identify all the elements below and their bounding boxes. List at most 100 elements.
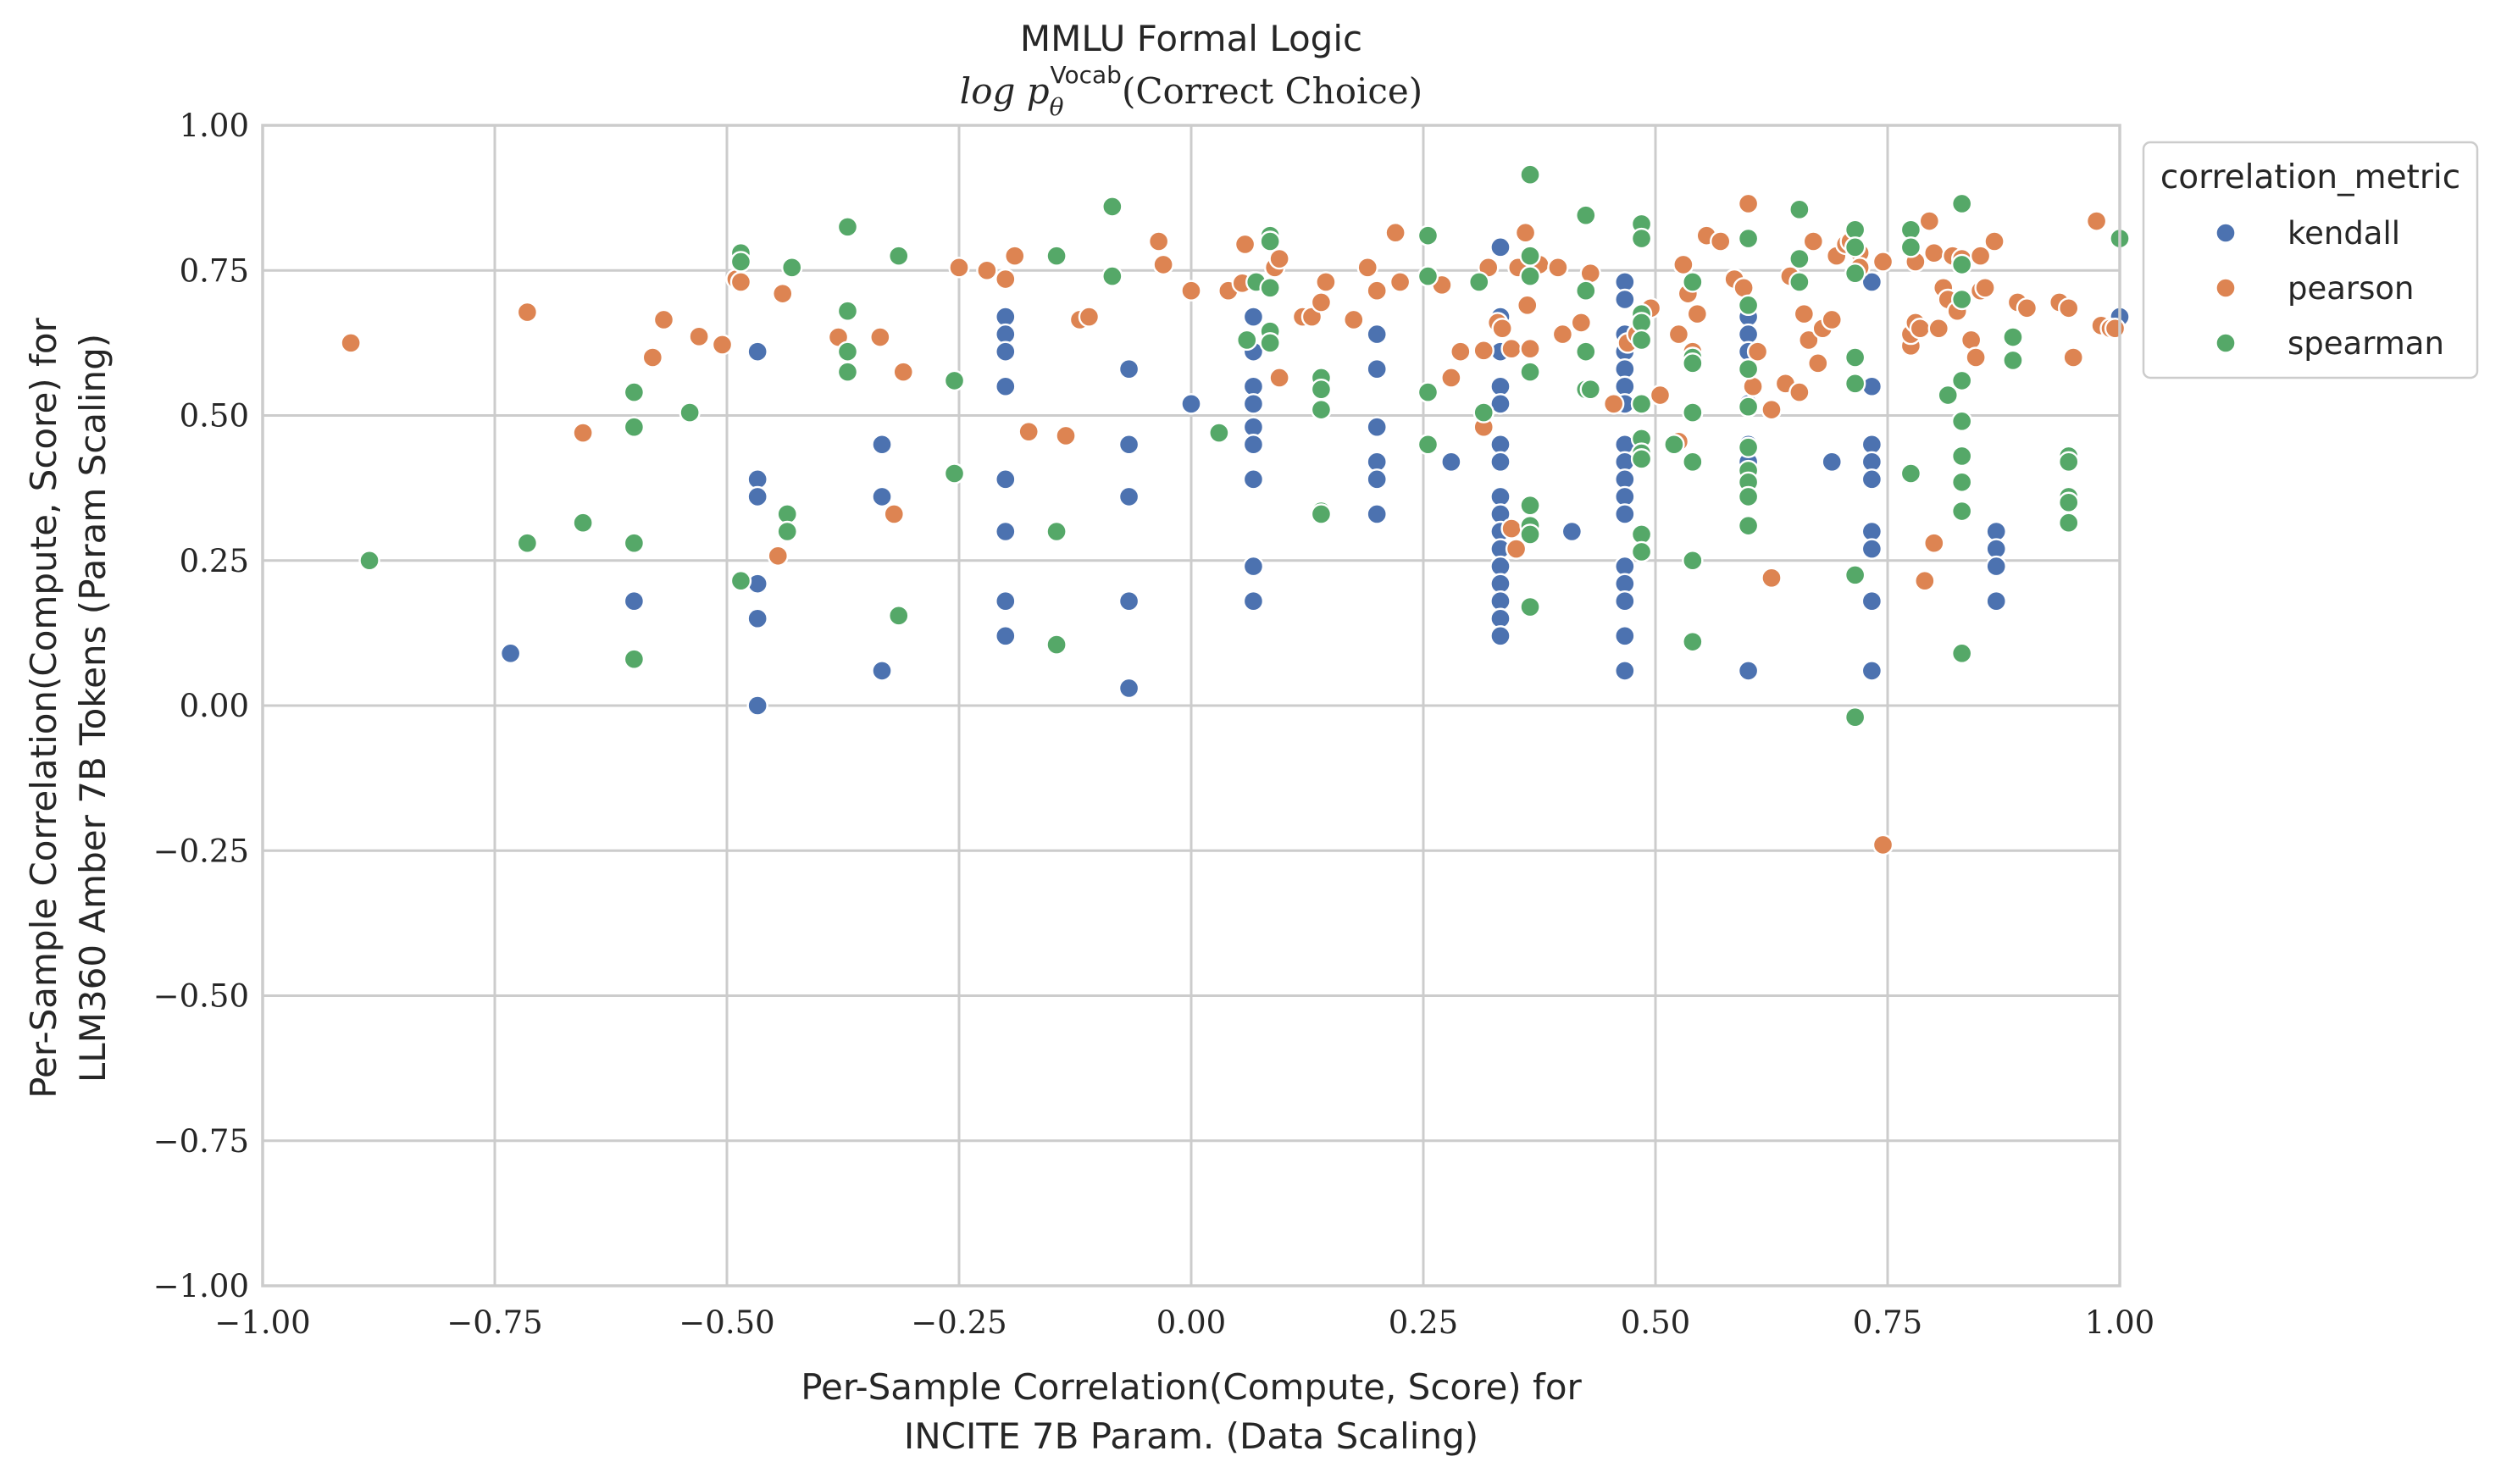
kendall-point: [1985, 590, 2007, 612]
pearson-point: [1491, 318, 1513, 340]
chart-title: MMLU Formal Logic: [1020, 18, 1362, 59]
spearman-point: [1045, 520, 1068, 543]
kendall-point: [1737, 660, 1760, 682]
pearson-point: [1389, 271, 1411, 293]
spearman-point: [679, 401, 701, 424]
pearson-point: [1649, 384, 1672, 407]
pearson-point: [1733, 277, 1755, 299]
pearson-point: [1147, 230, 1170, 252]
pearson-point: [1602, 393, 1625, 415]
kendall-point: [1860, 538, 1883, 560]
kendall-point: [1614, 660, 1636, 682]
kendall-point: [1117, 677, 1140, 700]
spearman-point: [836, 361, 859, 383]
pearson-point: [1788, 381, 1811, 403]
spearman-point: [1682, 451, 1704, 473]
kendall-point: [1366, 323, 1388, 346]
spearman-point: [836, 300, 859, 322]
spearman-point: [1519, 595, 1541, 618]
pearson-point: [1672, 253, 1694, 276]
series-pearson: [340, 192, 2127, 856]
spearman-point: [1682, 271, 1704, 293]
pearson-point: [729, 271, 752, 293]
pearson-point: [1821, 308, 1843, 331]
spearman-point: [1472, 401, 1494, 424]
kendall-point: [1242, 590, 1265, 612]
spearman-point: [729, 251, 752, 273]
y-axis-label-line2: LLM360 Amber 7B Tokens (Param Scaling): [72, 334, 114, 1083]
pearson-point: [711, 334, 734, 356]
pearson-point: [572, 422, 594, 444]
pearson-point: [767, 545, 789, 567]
spearman-point: [729, 570, 752, 592]
kendall-point: [1614, 288, 1636, 311]
spearman-point: [1259, 230, 1281, 252]
y-tick-label: 0.00: [180, 688, 249, 724]
kendall-point: [871, 660, 893, 682]
spearman-point: [623, 648, 646, 670]
legend-label-kendall: kendall: [2288, 215, 2400, 252]
pearson-point: [869, 326, 891, 348]
pearson-point: [2062, 346, 2084, 368]
kendall-point: [623, 590, 646, 612]
spearman-point: [888, 245, 910, 267]
x-axis-label-line1: Per-Sample Correlation(Compute, Score) f…: [801, 1366, 1582, 1408]
pearson-point: [1761, 398, 1783, 421]
pearson-point: [1802, 230, 1825, 252]
spearman-point: [1575, 341, 1597, 363]
x-tick-label: −0.75: [446, 1304, 542, 1341]
pearson-point: [1923, 532, 1945, 554]
spearman-point: [1950, 410, 1973, 433]
spearman-point: [1737, 396, 1760, 418]
kendall-point: [1860, 660, 1883, 682]
spearman-point: [1417, 224, 1439, 246]
kendall-point: [1985, 555, 2007, 578]
pearson-point: [1551, 323, 1574, 346]
pearson-point: [516, 301, 539, 324]
pearson-point: [1793, 302, 1816, 325]
pearson-point: [1517, 294, 1539, 317]
pearson-point: [1983, 230, 2005, 252]
pearson-point: [1686, 302, 1709, 325]
spearman-point: [1208, 422, 1230, 444]
spearman-point: [776, 520, 798, 543]
spearman-point: [1519, 361, 1541, 383]
kendall-point: [499, 642, 522, 665]
spearman-point: [1899, 236, 1922, 258]
pearson-point: [641, 346, 664, 368]
spearman-point: [2058, 512, 2080, 534]
pearson-point: [892, 361, 914, 383]
spearman-point: [1844, 373, 1866, 395]
spearman-point: [1737, 514, 1760, 537]
spearman-point: [1519, 245, 1541, 267]
spearman-point: [1310, 378, 1333, 401]
spearman-point: [1950, 500, 1973, 523]
pearson-point: [1969, 245, 1992, 267]
kendall-point: [995, 590, 1017, 612]
kendall-point: [1242, 468, 1265, 490]
kendall-point: [1489, 451, 1511, 473]
kendall-point: [1860, 271, 1883, 293]
spearman-point: [888, 605, 910, 627]
y-tick-label: 0.75: [180, 252, 249, 289]
legend-items: kendall pearson spearman: [2215, 215, 2444, 362]
pearson-point: [1798, 329, 1820, 352]
kendall-point: [995, 468, 1017, 490]
pearson-point: [772, 282, 794, 305]
pearson-point: [1570, 312, 1593, 334]
spearman-point: [1417, 265, 1439, 287]
spearman-point: [2002, 349, 2024, 372]
kendall-point: [1242, 434, 1265, 456]
spearman-point: [1844, 346, 1866, 368]
pearson-point: [1315, 271, 1337, 293]
spearman-point: [1663, 434, 1685, 456]
spearman-point: [1844, 262, 1866, 285]
spearman-point: [1630, 393, 1653, 415]
y-tick-label: 0.25: [180, 543, 249, 579]
kendall-point: [1561, 520, 1583, 543]
pearson-point: [688, 325, 710, 348]
spearman-point: [1630, 329, 1653, 352]
pearson-point: [1737, 192, 1760, 215]
pearson-point: [1960, 329, 1982, 352]
spearman-point: [1519, 163, 1541, 186]
